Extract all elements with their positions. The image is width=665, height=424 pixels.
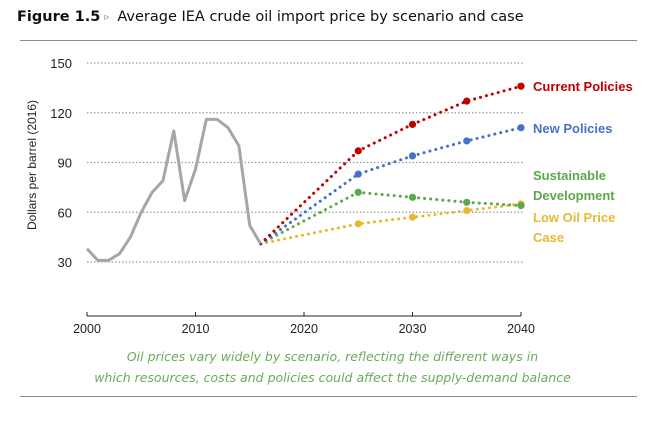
- legend-label-line: New Policies: [533, 121, 613, 136]
- data-point-current-policies: [408, 120, 417, 128]
- data-point-new-policies: [463, 137, 471, 145]
- data-point-low-oil-price-case: [354, 220, 362, 228]
- legend-label-line: Case: [533, 230, 565, 245]
- bottom-divider: [20, 396, 637, 397]
- x-tick-label: 2010: [182, 322, 210, 336]
- x-axis: 2000 2010 2020 2030 2040: [73, 312, 535, 336]
- data-point-low-oil-price-case: [408, 213, 417, 221]
- data-point-new-policies: [354, 170, 362, 178]
- y-tick-label: 30: [58, 255, 72, 270]
- chart-title: Average IEA crude oil import price by sc…: [117, 9, 524, 25]
- series-line-current-policies: [259, 84, 523, 246]
- y-axis-label: Dollars per barrel (2016): [25, 100, 39, 230]
- data-point-low-oil-price-case: [463, 206, 471, 215]
- data-point-current-policies: [517, 82, 525, 90]
- legend-label: New Policies: [533, 119, 612, 139]
- series-lines: [85, 82, 525, 262]
- data-point-new-policies: [517, 124, 525, 132]
- top-divider: [20, 40, 637, 41]
- figure-header: Figure 1.5 ▹ Average IEA crude oil import …: [17, 9, 524, 25]
- data-point-new-policies: [408, 152, 417, 160]
- series-line-low-oil-price-case: [259, 202, 523, 246]
- x-tick-label: 2000: [73, 322, 101, 336]
- series-line-new-policies: [259, 126, 523, 246]
- legend-label-line: Development: [533, 188, 615, 203]
- y-tick-label: 150: [50, 56, 72, 71]
- x-tick-label: 2030: [399, 322, 427, 336]
- legend-label: Sustainable Development: [533, 166, 615, 206]
- data-point-sustainable-development: [408, 193, 417, 201]
- legend-label: Current Policies: [533, 77, 633, 97]
- y-tick-label: 60: [58, 205, 72, 220]
- x-tick-label: 2040: [507, 322, 535, 336]
- gridlines: [87, 62, 523, 263]
- y-tick-label: 90: [58, 156, 72, 171]
- series-line-historical: [85, 117, 262, 262]
- data-point-current-policies: [463, 97, 471, 105]
- data-point-sustainable-development: [463, 198, 471, 206]
- caption: Oil prices vary widely by scenario, refl…: [0, 346, 665, 388]
- series-line-sustainable-development: [259, 190, 523, 246]
- caption-line-1: Oil prices vary widely by scenario, refl…: [126, 349, 539, 364]
- data-point-sustainable-development: [517, 202, 525, 210]
- legend-label-line: Sustainable: [533, 168, 606, 183]
- caption-line-2: which resources, costs and policies coul…: [94, 370, 571, 385]
- triangle-marker-icon: ▹: [104, 12, 110, 23]
- legend-label-line: Current Policies: [533, 79, 633, 94]
- y-tick-label: 120: [50, 106, 72, 121]
- legend-label-line: Low Oil Price: [533, 210, 616, 225]
- y-tick-labels: 30 60 90 120 150: [50, 56, 72, 270]
- data-point-current-policies: [354, 147, 362, 155]
- legend-label: Low Oil Price Case: [533, 208, 615, 248]
- data-point-sustainable-development: [354, 188, 362, 196]
- x-tick-label: 2020: [290, 322, 318, 336]
- figure-label: Figure 1.5: [17, 9, 101, 25]
